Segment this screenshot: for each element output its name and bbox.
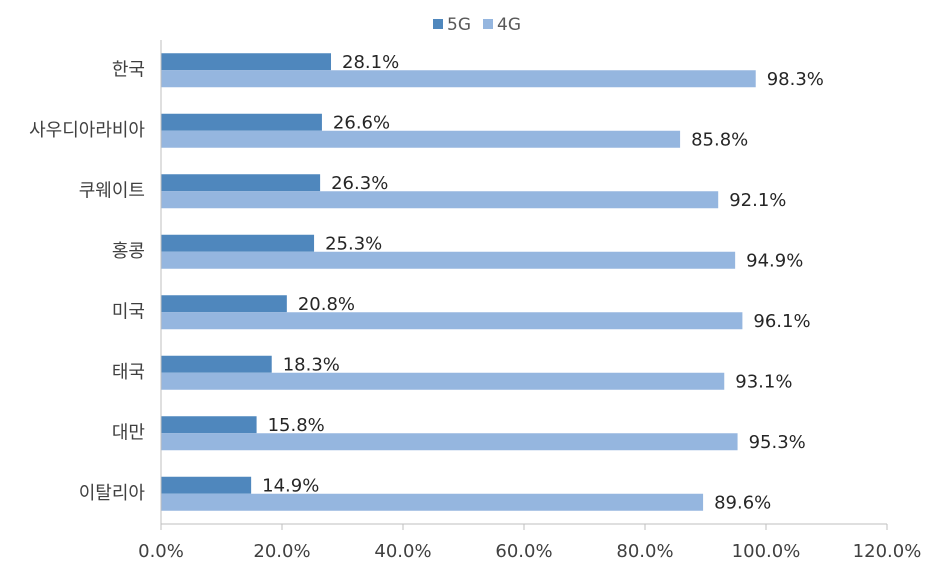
data-label-5g: 26.6% bbox=[333, 112, 390, 133]
category-label: 사우디아라비아 bbox=[29, 120, 145, 141]
x-tick-label: 100.0% bbox=[732, 541, 801, 562]
category-label: 홍콩 bbox=[112, 241, 145, 262]
data-labels-group: 28.1% 98.3% 26.6% 85.8% 26.3% 92.1% 25.3% 94.9%… bbox=[262, 52, 824, 514]
data-label-4g: 98.3% bbox=[767, 69, 824, 90]
category-label: 태국 bbox=[112, 362, 145, 383]
bar-5g bbox=[161, 476, 252, 494]
data-label-5g: 15.8% bbox=[268, 415, 325, 436]
bar-4g bbox=[161, 312, 743, 330]
bar-5g bbox=[161, 234, 315, 252]
data-label-4g: 89.6% bbox=[714, 492, 771, 513]
x-tick-label: 120.0% bbox=[853, 541, 922, 562]
data-label-5g: 18.3% bbox=[283, 354, 340, 375]
data-label-5g: 20.8% bbox=[298, 294, 355, 315]
data-label-5g: 28.1% bbox=[342, 52, 399, 73]
x-tick-label: 80.0% bbox=[616, 541, 673, 562]
bar-4g bbox=[161, 251, 736, 269]
bar-5g bbox=[161, 113, 322, 131]
data-label-5g: 26.3% bbox=[331, 173, 388, 194]
category-label: 이탈리아 bbox=[79, 483, 146, 504]
x-tick-label: 0.0% bbox=[138, 541, 184, 562]
bar-4g bbox=[161, 130, 681, 148]
legend-label-4g: 4G bbox=[497, 15, 521, 35]
bar-4g bbox=[161, 191, 719, 209]
category-label: 한국 bbox=[112, 59, 145, 80]
bar-5g bbox=[161, 174, 321, 192]
data-label-4g: 95.3% bbox=[749, 432, 806, 453]
data-label-4g: 96.1% bbox=[753, 311, 810, 332]
bar-5g bbox=[161, 295, 287, 313]
bar-5g bbox=[161, 53, 332, 71]
bar-5g bbox=[161, 355, 272, 373]
x-tick-label: 20.0% bbox=[253, 541, 310, 562]
x-tick-label: 60.0% bbox=[495, 541, 552, 562]
bar-4g bbox=[161, 372, 725, 390]
category-label: 대만 bbox=[112, 422, 145, 443]
data-label-4g: 94.9% bbox=[746, 250, 803, 271]
legend-label-5g: 5G bbox=[447, 15, 471, 35]
x-tick-labels-group: 0.0% 20.0% 40.0% 60.0% 80.0% 100.0% 120.0% bbox=[138, 524, 921, 562]
category-label: 미국 bbox=[112, 301, 145, 322]
bar-4g bbox=[161, 433, 738, 451]
data-label-4g: 92.1% bbox=[729, 190, 786, 211]
bar-4g bbox=[161, 493, 704, 511]
x-tick-label: 40.0% bbox=[374, 541, 431, 562]
data-label-5g: 25.3% bbox=[325, 233, 382, 254]
bar-4g bbox=[161, 70, 756, 88]
data-label-4g: 85.8% bbox=[691, 129, 748, 150]
bar-5g bbox=[161, 416, 257, 434]
bars-group bbox=[161, 53, 756, 511]
data-label-5g: 14.9% bbox=[262, 475, 319, 496]
category-label: 쿠웨이트 bbox=[79, 180, 145, 201]
legend: 5G 4G bbox=[433, 15, 521, 35]
data-label-4g: 93.1% bbox=[735, 371, 792, 392]
legend-swatch-4g bbox=[483, 19, 493, 29]
legend-swatch-5g bbox=[433, 19, 443, 29]
